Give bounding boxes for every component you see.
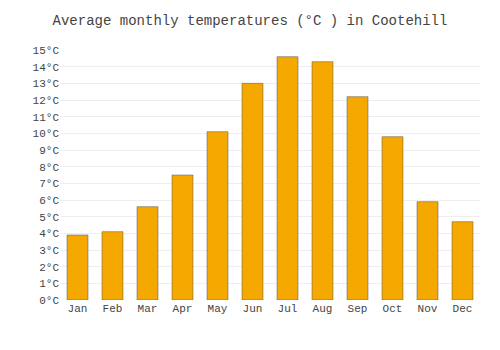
- svg-text:7°C: 7°C: [39, 178, 59, 190]
- svg-text:15°C: 15°C: [33, 45, 60, 57]
- svg-text:5°C: 5°C: [39, 212, 59, 224]
- svg-text:8°C: 8°C: [39, 162, 59, 174]
- svg-text:Nov: Nov: [418, 303, 438, 315]
- svg-text:12°C: 12°C: [33, 95, 60, 107]
- svg-text:0°C: 0°C: [39, 295, 59, 307]
- svg-text:Mar: Mar: [138, 303, 158, 315]
- svg-text:Dec: Dec: [453, 303, 473, 315]
- svg-text:Jun: Jun: [243, 303, 263, 315]
- svg-text:11°C: 11°C: [33, 112, 60, 124]
- svg-text:4°C: 4°C: [39, 228, 59, 240]
- svg-text:Average monthly temperatures (: Average monthly temperatures (°C ) in Co…: [53, 13, 448, 29]
- svg-text:Sep: Sep: [348, 303, 368, 315]
- svg-text:14°C: 14°C: [33, 62, 60, 74]
- svg-text:Aug: Aug: [313, 303, 333, 315]
- svg-text:Jul: Jul: [278, 303, 298, 315]
- svg-text:2°C: 2°C: [39, 262, 59, 274]
- svg-text:6°C: 6°C: [39, 195, 59, 207]
- svg-text:May: May: [208, 303, 228, 315]
- svg-text:3°C: 3°C: [39, 245, 59, 257]
- svg-text:Apr: Apr: [173, 303, 193, 315]
- svg-text:Oct: Oct: [383, 303, 403, 315]
- svg-text:Jan: Jan: [68, 303, 88, 315]
- svg-text:10°C: 10°C: [33, 128, 60, 140]
- svg-text:13°C: 13°C: [33, 78, 60, 90]
- svg-text:9°C: 9°C: [39, 145, 59, 157]
- svg-text:Feb: Feb: [103, 303, 123, 315]
- svg-text:1°C: 1°C: [39, 278, 59, 290]
